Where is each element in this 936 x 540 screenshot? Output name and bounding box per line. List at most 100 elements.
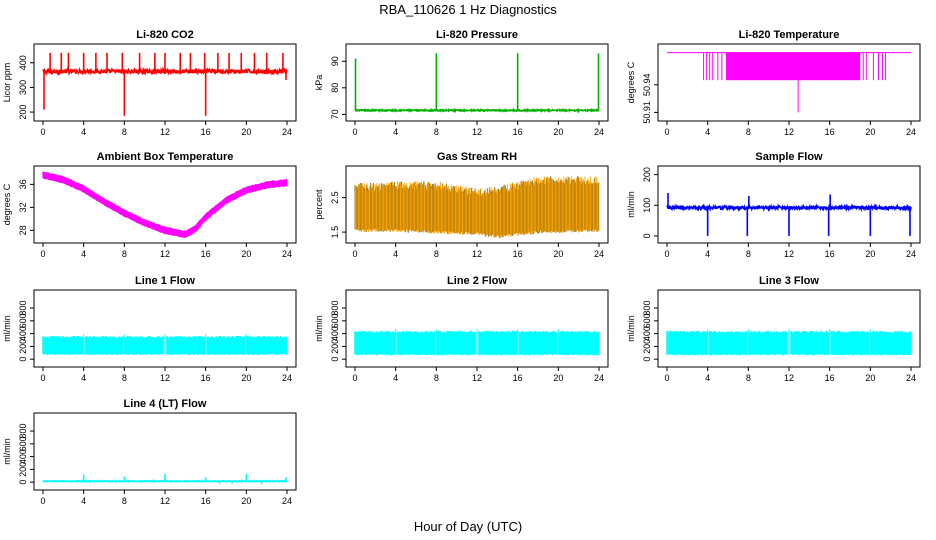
- y-tick-label: 28: [18, 225, 28, 235]
- y-tick-label: 0: [18, 357, 28, 362]
- y-axis-label: Licor ppm: [2, 63, 12, 103]
- y-tick-label: 400: [18, 55, 28, 70]
- chart-panel: Line 4 (LT) Flow ml/min 0 4 8 12 16 20 24 0 200400…: [2, 398, 297, 506]
- x-tick-label: 0: [40, 249, 45, 259]
- y-tick-label: 0: [18, 480, 28, 485]
- x-tick-label: 12: [784, 373, 794, 383]
- x-tick-label: 4: [81, 127, 86, 137]
- x-tick-label: 12: [160, 249, 170, 259]
- y-tick-label: 2.5: [330, 191, 340, 204]
- y-tick-label: 800: [18, 301, 28, 316]
- y-tick-label: 70: [330, 109, 340, 119]
- chart-title: Li-820 Pressure: [436, 29, 518, 41]
- y-axis-label: ml/min: [2, 315, 12, 342]
- plot-frame: [657, 289, 921, 368]
- x-tick-label: 16: [825, 373, 835, 383]
- x-tick-label: 8: [746, 127, 751, 137]
- y-tick-label: 200: [642, 339, 652, 354]
- y-tick-label: 32: [18, 202, 28, 212]
- chart-title: Ambient Box Temperature: [97, 151, 234, 163]
- x-tick-label: 12: [472, 127, 482, 137]
- chart-title: Gas Stream RH: [437, 151, 517, 163]
- y-axis-label: degrees C: [2, 183, 12, 225]
- x-tick-label: 8: [434, 127, 439, 137]
- plot-frame: [33, 289, 297, 368]
- x-tick-label: 20: [865, 373, 875, 383]
- chart-title: Line 4 (LT) Flow: [124, 398, 207, 410]
- x-tick-label: 24: [282, 127, 292, 137]
- y-tick-label: 100: [642, 198, 652, 213]
- y-tick-label: 200: [18, 105, 28, 120]
- x-tick-label: 12: [784, 127, 794, 137]
- chart-panel: Line 2 Flow ml/min 0 4 8 12 16 20 24 0 20040060080…: [314, 275, 609, 383]
- y-tick-label: 0: [330, 357, 340, 362]
- x-tick-label: 16: [513, 373, 523, 383]
- x-tick-label: 20: [241, 127, 251, 137]
- y-tick-label: 80: [330, 83, 340, 93]
- x-tick-label: 16: [201, 249, 211, 259]
- chart-panel: Ambient Box Temperature degrees C 0 4 8 12 16 2…: [2, 151, 297, 259]
- y-tick-label: 600: [330, 313, 340, 328]
- x-tick-label: 0: [40, 127, 45, 137]
- y-tick-label: 200: [18, 339, 28, 354]
- chart-title: Line 1 Flow: [135, 275, 195, 287]
- x-tick-label: 4: [81, 496, 86, 506]
- y-tick-label: 1.5: [330, 226, 340, 239]
- chart-panel: Gas Stream RH percent 0 4 8 12 16 20 24 1.5 2.5: [314, 151, 609, 259]
- chart-title: Sample Flow: [755, 151, 823, 163]
- chart-panel: Li-820 Pressure kPa 0 4 8 12 16 20 24 70 80 90: [314, 29, 609, 137]
- x-tick-label: 16: [825, 127, 835, 137]
- x-tick-label: 4: [393, 249, 398, 259]
- x-tick-label: 24: [906, 127, 916, 137]
- x-tick-label: 24: [906, 373, 916, 383]
- x-tick-label: 16: [201, 373, 211, 383]
- x-tick-label: 20: [865, 127, 875, 137]
- chart-panel: Li-820 Temperature degrees C 0 4 8 12 16 20 24 50…: [626, 29, 921, 137]
- x-tick-label: 0: [352, 249, 357, 259]
- x-tick-label: 16: [825, 249, 835, 259]
- x-tick-label: 16: [201, 496, 211, 506]
- series-line: [354, 107, 600, 114]
- x-tick-label: 0: [40, 373, 45, 383]
- figure-title: RBA_110626 1 Hz Diagnostics: [379, 2, 557, 17]
- x-tick-label: 20: [241, 249, 251, 259]
- x-tick-label: 8: [122, 496, 127, 506]
- x-tick-label: 12: [160, 373, 170, 383]
- x-tick-label: 20: [553, 249, 563, 259]
- x-tick-label: 0: [664, 373, 669, 383]
- y-tick-label: 200: [18, 462, 28, 477]
- y-axis-label: percent: [314, 189, 324, 220]
- x-tick-label: 4: [705, 249, 710, 259]
- x-tick-label: 12: [160, 496, 170, 506]
- y-tick-label: 50.94: [642, 74, 652, 97]
- x-tick-label: 24: [282, 249, 292, 259]
- series-line: [42, 66, 288, 77]
- y-tick-label: 600: [18, 436, 28, 451]
- x-tick-label: 20: [553, 127, 563, 137]
- x-tick-label: 4: [393, 373, 398, 383]
- y-tick-label: 200: [330, 339, 340, 354]
- x-tick-label: 4: [81, 249, 86, 259]
- y-tick-label: 400: [642, 326, 652, 341]
- chart-panel: Li-820 CO2 Licor ppm 0 4 8 12 16 20 24 200 300 400: [2, 29, 297, 137]
- x-tick-label: 12: [472, 249, 482, 259]
- y-axis-label: ml/min: [2, 438, 12, 465]
- x-tick-label: 12: [160, 127, 170, 137]
- chart-panel: Line 1 Flow ml/min 0 4 8 12 16 20 24 0 20040060080…: [2, 275, 297, 383]
- x-tick-label: 20: [241, 496, 251, 506]
- y-tick-label: 600: [18, 313, 28, 328]
- x-tick-label: 8: [122, 127, 127, 137]
- chart-title: Line 3 Flow: [759, 275, 819, 287]
- x-tick-label: 24: [594, 373, 604, 383]
- chart-panel: Sample Flow ml/min 0 4 8 12 16 20 24 0 100 200: [626, 151, 921, 259]
- y-tick-label: 400: [18, 449, 28, 464]
- y-tick-label: 200: [642, 167, 652, 182]
- y-tick-label: 0: [642, 357, 652, 362]
- x-tick-label: 24: [282, 373, 292, 383]
- x-tick-label: 24: [594, 127, 604, 137]
- x-tick-label: 8: [746, 249, 751, 259]
- chart-title: Li-820 CO2: [136, 29, 193, 41]
- x-tick-label: 24: [906, 249, 916, 259]
